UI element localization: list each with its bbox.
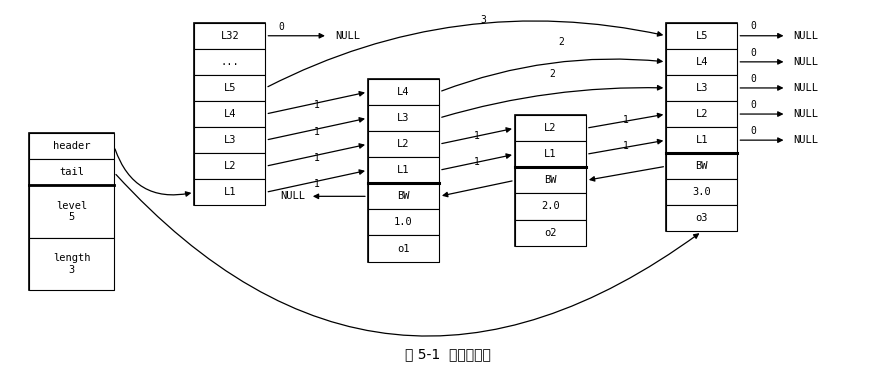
Text: NULL: NULL bbox=[794, 135, 818, 145]
Text: o2: o2 bbox=[544, 227, 556, 238]
Text: 1: 1 bbox=[314, 127, 320, 137]
Text: 1: 1 bbox=[314, 153, 320, 163]
Text: length
3: length 3 bbox=[53, 253, 90, 275]
Bar bbox=[666, 127, 737, 153]
Text: L2: L2 bbox=[224, 161, 236, 171]
Bar bbox=[30, 133, 114, 159]
Text: L4: L4 bbox=[397, 87, 409, 97]
Bar bbox=[194, 75, 265, 101]
Text: NULL: NULL bbox=[280, 191, 306, 201]
Text: header: header bbox=[53, 141, 90, 151]
Text: NULL: NULL bbox=[794, 109, 818, 119]
Bar bbox=[515, 220, 586, 245]
Bar bbox=[194, 23, 265, 205]
Text: 2.0: 2.0 bbox=[541, 201, 560, 212]
Bar bbox=[515, 167, 586, 194]
Text: L32: L32 bbox=[220, 31, 239, 41]
Bar bbox=[368, 183, 439, 209]
Text: BW: BW bbox=[695, 161, 708, 171]
Text: L1: L1 bbox=[695, 135, 708, 145]
Text: tail: tail bbox=[59, 167, 84, 177]
Text: ...: ... bbox=[220, 57, 239, 67]
Text: 2: 2 bbox=[558, 38, 564, 47]
Bar bbox=[368, 209, 439, 236]
Text: L2: L2 bbox=[397, 139, 409, 149]
Text: 1.0: 1.0 bbox=[394, 217, 413, 227]
Bar bbox=[368, 105, 439, 131]
Text: L1: L1 bbox=[544, 149, 556, 159]
Bar bbox=[515, 115, 586, 141]
Text: BW: BW bbox=[397, 191, 409, 201]
Bar bbox=[666, 75, 737, 101]
Bar bbox=[368, 131, 439, 157]
Text: 0: 0 bbox=[751, 47, 756, 57]
Bar bbox=[666, 101, 737, 127]
Text: 1: 1 bbox=[314, 179, 320, 189]
Text: o3: o3 bbox=[695, 213, 708, 223]
Bar bbox=[194, 49, 265, 75]
Text: 1: 1 bbox=[623, 141, 629, 151]
Text: 0: 0 bbox=[751, 21, 756, 31]
Bar bbox=[368, 236, 439, 262]
Text: 图 5-1  一个跳跃表: 图 5-1 一个跳跃表 bbox=[405, 348, 491, 362]
Text: NULL: NULL bbox=[794, 31, 818, 41]
Text: NULL: NULL bbox=[794, 83, 818, 93]
Bar bbox=[666, 49, 737, 75]
Text: BW: BW bbox=[544, 176, 556, 185]
Bar bbox=[30, 133, 114, 290]
Bar bbox=[194, 153, 265, 179]
Text: L3: L3 bbox=[397, 113, 409, 123]
Text: 3.0: 3.0 bbox=[693, 187, 711, 197]
Bar bbox=[666, 23, 737, 231]
Text: 1: 1 bbox=[474, 157, 480, 167]
Bar bbox=[666, 205, 737, 231]
Bar bbox=[194, 101, 265, 127]
Text: 1: 1 bbox=[314, 100, 320, 110]
Text: 0: 0 bbox=[751, 100, 756, 110]
Text: L4: L4 bbox=[224, 109, 236, 119]
Bar bbox=[515, 115, 586, 245]
Text: L2: L2 bbox=[695, 109, 708, 119]
Text: L2: L2 bbox=[544, 123, 556, 133]
Text: L3: L3 bbox=[695, 83, 708, 93]
Bar bbox=[368, 157, 439, 183]
Bar bbox=[666, 153, 737, 179]
Text: 1: 1 bbox=[474, 131, 480, 141]
Text: NULL: NULL bbox=[794, 57, 818, 67]
Bar bbox=[30, 185, 114, 238]
Text: o1: o1 bbox=[397, 244, 409, 254]
Text: NULL: NULL bbox=[335, 31, 360, 41]
Bar bbox=[194, 23, 265, 49]
Text: 3: 3 bbox=[480, 15, 487, 25]
Text: L4: L4 bbox=[695, 57, 708, 67]
Text: L3: L3 bbox=[224, 135, 236, 145]
Text: L1: L1 bbox=[397, 165, 409, 175]
Text: 0: 0 bbox=[751, 74, 756, 84]
Bar bbox=[30, 238, 114, 290]
Bar bbox=[194, 179, 265, 205]
Text: 0: 0 bbox=[751, 126, 756, 136]
Bar bbox=[368, 79, 439, 105]
Text: level
5: level 5 bbox=[56, 201, 88, 222]
Bar bbox=[194, 127, 265, 153]
Text: 0: 0 bbox=[279, 22, 284, 32]
Text: L1: L1 bbox=[224, 187, 236, 197]
Bar bbox=[666, 23, 737, 49]
Bar bbox=[30, 159, 114, 185]
Text: 1: 1 bbox=[623, 114, 629, 124]
Bar bbox=[666, 179, 737, 205]
Bar bbox=[368, 79, 439, 262]
Text: L5: L5 bbox=[695, 31, 708, 41]
Text: 2: 2 bbox=[549, 69, 556, 79]
Bar bbox=[515, 141, 586, 167]
Text: L5: L5 bbox=[224, 83, 236, 93]
Bar bbox=[515, 194, 586, 220]
